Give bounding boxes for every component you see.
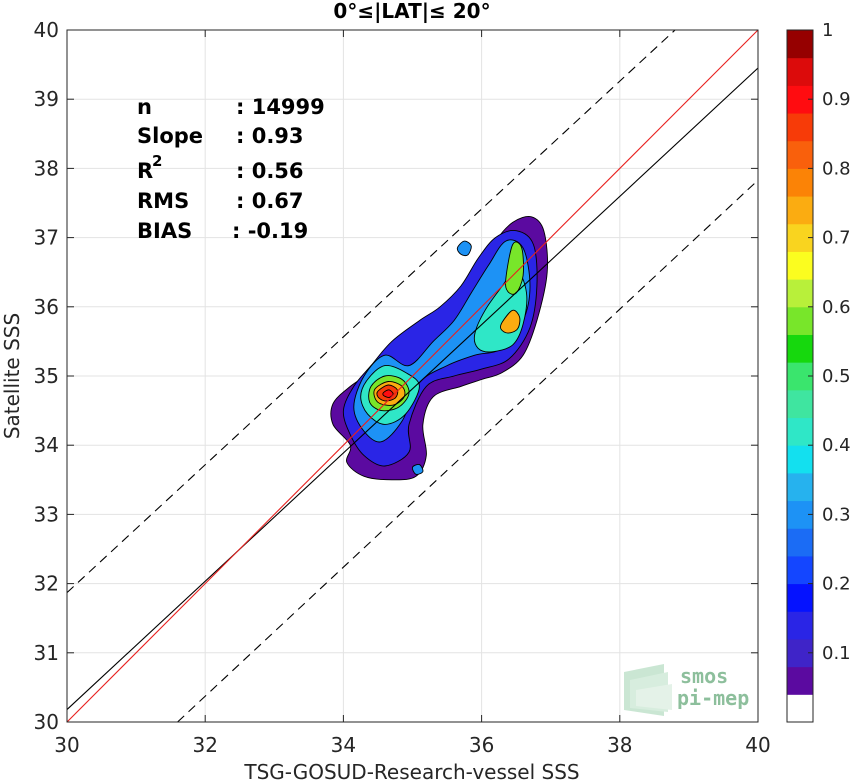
y-tick-label: 35 (34, 364, 59, 388)
stat-bias-label: BIAS (137, 219, 192, 243)
stat-r2-superscript: 2 (152, 152, 162, 170)
colorbar-segment (787, 113, 813, 142)
colorbar-segment (787, 334, 813, 363)
colorbar-segment (787, 140, 813, 169)
y-tick-label: 33 (34, 502, 59, 526)
colorbar-segment (787, 57, 813, 86)
y-tick-label: 30 (34, 710, 59, 734)
stat-slope-label: Slope (137, 124, 203, 148)
stat-bias-value: : -0.19 (232, 219, 308, 243)
lower-bound-dashed-line (177, 179, 758, 722)
y-tick-label: 39 (34, 87, 59, 111)
colorbar-tick-label: 0.9 (822, 89, 851, 110)
stat-slope-value: : 0.93 (236, 124, 304, 148)
density-contour (505, 241, 524, 295)
fit-lines (67, 30, 758, 722)
grid-lines (67, 30, 758, 722)
x-tick-label: 40 (745, 733, 770, 757)
x-tick-label: 32 (192, 733, 217, 757)
colorbar-segment (787, 389, 813, 419)
colorbar-segment (787, 583, 813, 612)
colorbar-segment (787, 611, 813, 640)
y-axis-label: Satellite SSS (0, 313, 24, 439)
density-contour (499, 309, 521, 334)
x-tick-label: 30 (54, 733, 79, 757)
colorbar-segment (787, 417, 813, 446)
x-tick-label: 34 (331, 733, 356, 757)
stat-rms-label: RMS (137, 189, 189, 213)
density-contour (456, 240, 472, 257)
y-tick-label: 40 (34, 18, 59, 42)
colorbar-tick-label: 0.4 (822, 435, 851, 456)
chart-title: 0°≤|LAT|≤ 20° (333, 0, 490, 23)
colorbar-tick-label: 0.1 (822, 643, 851, 664)
colorbar-segment (787, 445, 813, 474)
stat-n-value: : 14999 (236, 95, 325, 119)
y-tick-label: 37 (34, 226, 59, 250)
stat-rms-value: : 0.67 (236, 189, 304, 213)
y-tick-label: 32 (34, 572, 59, 596)
colorbar-segment (787, 30, 813, 59)
density-contours (330, 216, 548, 481)
colorbar-segment (787, 555, 813, 585)
stat-r2-value: : 0.56 (236, 159, 304, 183)
colorbar-tick-label: 0.2 (822, 574, 851, 595)
x-tick-label: 38 (607, 733, 632, 757)
density-contour (411, 464, 424, 475)
y-tick-label: 36 (34, 295, 59, 319)
y-tick-label: 34 (34, 433, 59, 457)
stats-box: n : 14999 Slope : 0.93 R 2 : 0.56 RMS : … (137, 95, 325, 243)
colorbar-tick-label: 0.3 (822, 504, 851, 525)
identity-line (67, 30, 758, 722)
logo-text-pi-mep: pi-mep (677, 686, 749, 710)
colorbar-tick-label: 0.6 (822, 297, 851, 318)
colorbar-tick-label: 0.8 (822, 158, 851, 179)
colorbar-segment (787, 694, 813, 723)
colorbar-segment (787, 472, 813, 502)
logo-text-smos: smos (680, 664, 728, 688)
stat-n-label: n (137, 95, 152, 119)
colorbar-tick-label: 0.7 (822, 228, 851, 249)
axis-ticks: 30 32 34 36 38 40 30 31 32 33 34 35 36 37 38 39 40 (34, 18, 771, 757)
regression-line (67, 67, 758, 710)
colorbar-segment (787, 666, 813, 695)
colorbar-tick-label: 0.5 (822, 366, 851, 387)
colorbar-segment (787, 306, 813, 335)
colorbar-segment (787, 168, 813, 197)
y-tick-label: 38 (34, 156, 59, 180)
colorbar-tick-label: 1 (822, 20, 833, 41)
x-axis-label: TSG-GOSUD-Research-vessel SSS (243, 760, 579, 784)
stat-r2-label: R (137, 159, 153, 183)
colorbar-segment (787, 279, 813, 308)
colorbar-segment (787, 196, 813, 225)
colorbar: 0.1 0.2 0.3 0.4 0.5 0.6 0.7 0.8 0.9 1 (786, 20, 851, 723)
x-tick-label: 36 (469, 733, 494, 757)
y-tick-label: 31 (34, 641, 59, 665)
smos-pi-mep-logo: smos pi-mep (624, 664, 749, 716)
upper-bound-dashed-line (67, 30, 676, 593)
colorbar-segment (787, 251, 813, 280)
colorbar-segment (787, 528, 813, 557)
